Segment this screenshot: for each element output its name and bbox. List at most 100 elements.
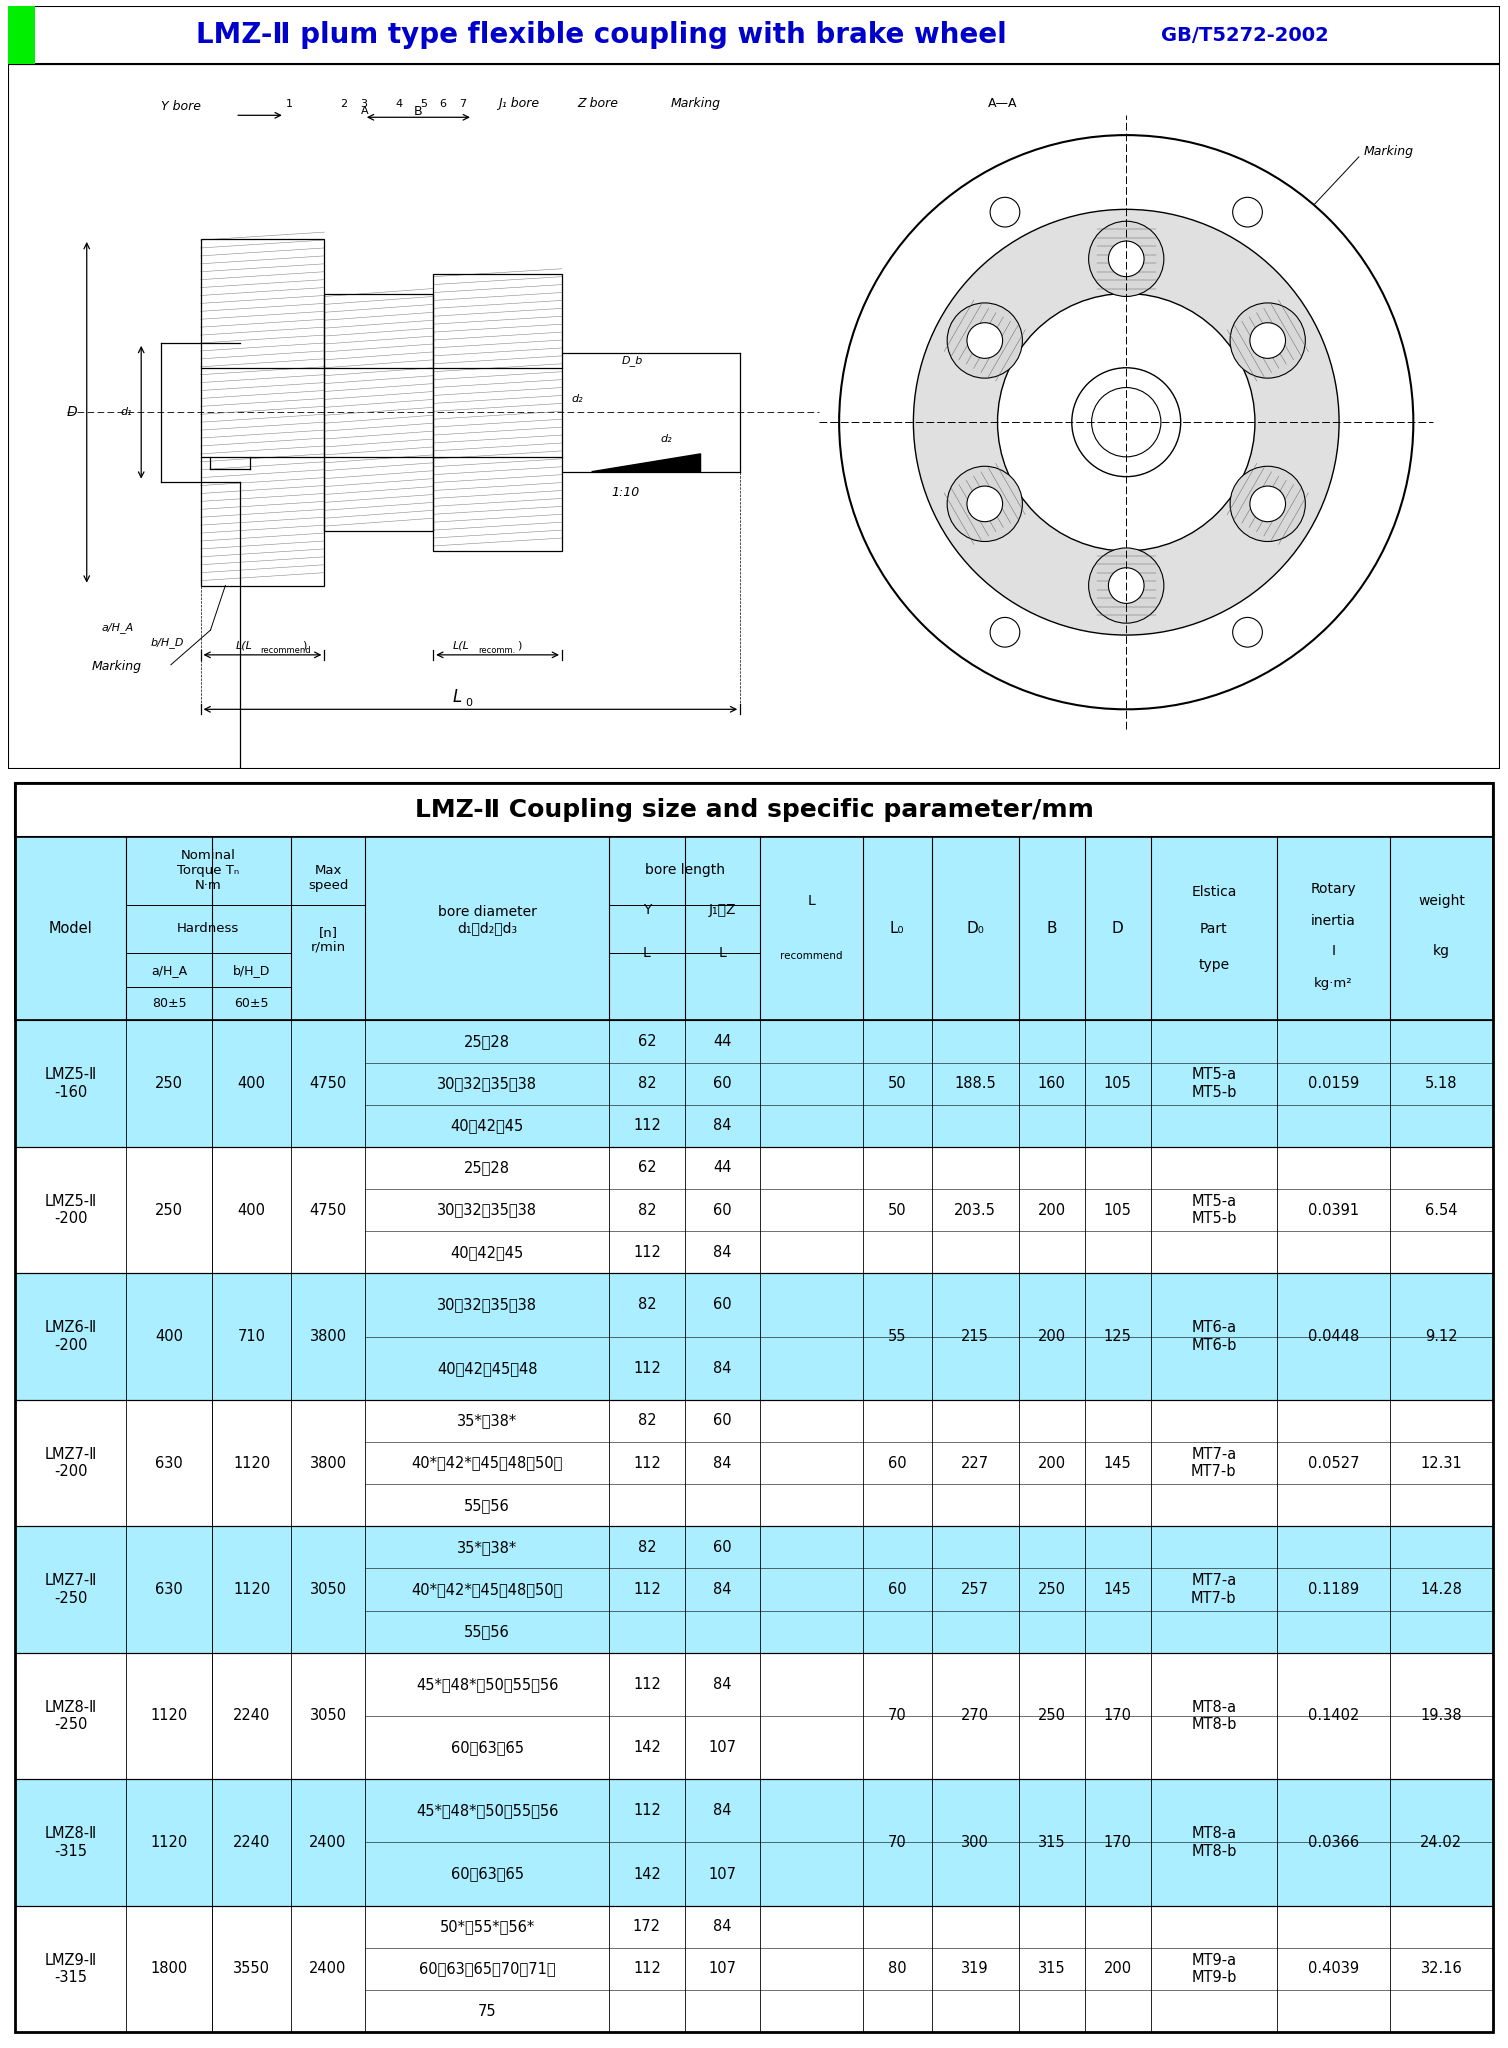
- Text: 0.0391: 0.0391: [1307, 1202, 1359, 1219]
- Text: GB/T5272-2002: GB/T5272-2002: [1161, 27, 1329, 45]
- Text: Part: Part: [1200, 922, 1228, 936]
- Text: d₂: d₂: [572, 395, 584, 403]
- Text: MT5-a
MT5-b: MT5-a MT5-b: [1191, 1067, 1237, 1100]
- Text: ): ): [517, 641, 522, 651]
- Bar: [8, 6, 1500, 63]
- Text: 0: 0: [464, 698, 472, 709]
- Text: Model: Model: [48, 922, 92, 936]
- Text: L(L: L(L: [235, 641, 252, 651]
- Text: 160: 160: [1038, 1075, 1066, 1092]
- Text: 1: 1: [287, 100, 293, 109]
- Text: 35*、38*: 35*、38*: [457, 1540, 517, 1554]
- Text: 105: 105: [1104, 1075, 1131, 1092]
- Text: Nominal
Torque Tₙ
N·m: Nominal Torque Tₙ N·m: [178, 848, 240, 891]
- Circle shape: [947, 467, 1022, 541]
- Text: MT9-a
MT9-b: MT9-a MT9-b: [1191, 1952, 1237, 1985]
- Bar: [15, 1274, 1493, 1399]
- Text: 55: 55: [888, 1329, 906, 1343]
- Polygon shape: [591, 455, 701, 471]
- Text: 80: 80: [888, 1962, 906, 1976]
- Text: 0.0366: 0.0366: [1307, 1835, 1359, 1849]
- Text: 4750: 4750: [309, 1202, 347, 1219]
- Text: 112: 112: [633, 1245, 661, 1260]
- Text: 25、28: 25、28: [464, 1034, 510, 1049]
- Text: D: D: [66, 406, 77, 420]
- Text: 12.31: 12.31: [1421, 1456, 1463, 1470]
- Text: 0.1189: 0.1189: [1307, 1581, 1359, 1597]
- Text: 82: 82: [638, 1075, 656, 1092]
- Text: 30、32、35、38: 30、32、35、38: [437, 1202, 537, 1219]
- Text: 315: 315: [1038, 1835, 1066, 1849]
- Text: Z bore: Z bore: [576, 98, 618, 111]
- Text: 1120: 1120: [151, 1835, 187, 1849]
- Text: 70: 70: [888, 1708, 906, 1724]
- Text: 5: 5: [419, 100, 427, 109]
- Bar: [15, 1020, 1493, 1147]
- Text: 319: 319: [962, 1962, 989, 1976]
- Bar: [8, 6, 35, 63]
- Text: 112: 112: [633, 1804, 661, 1819]
- Text: 84: 84: [713, 1677, 731, 1692]
- Text: 1120: 1120: [234, 1581, 270, 1597]
- Text: 227: 227: [961, 1456, 989, 1470]
- Text: 84: 84: [713, 1245, 731, 1260]
- Text: 60、63、65: 60、63、65: [451, 1866, 523, 1882]
- Text: MT5-a
MT5-b: MT5-a MT5-b: [1191, 1194, 1237, 1227]
- Bar: [15, 1020, 1493, 1147]
- Text: 45*、48*、50、55、56: 45*、48*、50、55、56: [416, 1677, 558, 1692]
- Text: A: A: [360, 106, 368, 117]
- Text: 60: 60: [888, 1456, 906, 1470]
- Text: 40、42、45: 40、42、45: [451, 1118, 523, 1133]
- Text: 0.0159: 0.0159: [1307, 1075, 1359, 1092]
- Text: 170: 170: [1104, 1708, 1133, 1724]
- Text: 257: 257: [961, 1581, 989, 1597]
- Text: type: type: [1199, 958, 1229, 973]
- Text: bore length: bore length: [645, 862, 725, 877]
- Text: 70: 70: [888, 1835, 906, 1849]
- Text: 45*、48*、50、55、56: 45*、48*、50、55、56: [416, 1804, 558, 1819]
- Text: 200: 200: [1038, 1202, 1066, 1219]
- Text: weight: weight: [1418, 895, 1464, 909]
- Circle shape: [967, 485, 1003, 522]
- Text: recomm.: recomm.: [478, 645, 516, 655]
- Text: 0.0527: 0.0527: [1307, 1456, 1359, 1470]
- Text: B: B: [1047, 922, 1057, 936]
- Text: B: B: [415, 104, 422, 119]
- Text: LMZ-Ⅱ Coupling size and specific parameter/mm: LMZ-Ⅱ Coupling size and specific paramet…: [415, 799, 1093, 821]
- Text: L: L: [452, 688, 463, 707]
- Text: 4750: 4750: [309, 1075, 347, 1092]
- Text: 250: 250: [155, 1202, 182, 1219]
- Text: 0.1402: 0.1402: [1307, 1708, 1359, 1724]
- Text: 400: 400: [238, 1075, 265, 1092]
- Text: 200: 200: [1038, 1456, 1066, 1470]
- Text: 55、56: 55、56: [464, 1624, 510, 1638]
- Text: 203.5: 203.5: [955, 1202, 997, 1219]
- Text: 200: 200: [1038, 1329, 1066, 1343]
- Text: 75: 75: [478, 2003, 496, 2019]
- Text: inertia: inertia: [1310, 915, 1356, 928]
- Text: b/H_D: b/H_D: [232, 965, 270, 977]
- Bar: [324, 293, 433, 530]
- Circle shape: [1089, 221, 1164, 297]
- Text: 315: 315: [1038, 1962, 1066, 1976]
- Text: 84: 84: [713, 1360, 731, 1376]
- Circle shape: [1092, 387, 1161, 457]
- Text: 1120: 1120: [151, 1708, 187, 1724]
- Text: J₁ bore: J₁ bore: [498, 98, 538, 111]
- Circle shape: [1232, 197, 1262, 227]
- Text: 2: 2: [341, 100, 348, 109]
- Text: 82: 82: [638, 1298, 656, 1313]
- Text: kg·m²: kg·m²: [1313, 977, 1353, 991]
- Text: 35*、38*: 35*、38*: [457, 1413, 517, 1427]
- Text: 24.02: 24.02: [1421, 1835, 1463, 1849]
- Text: 112: 112: [633, 1360, 661, 1376]
- Circle shape: [1232, 616, 1262, 647]
- Text: LMZ7-Ⅱ
-250: LMZ7-Ⅱ -250: [44, 1573, 97, 1606]
- Text: 172: 172: [633, 1919, 661, 1933]
- Text: 400: 400: [238, 1202, 265, 1219]
- Text: 7: 7: [460, 100, 466, 109]
- Text: 107: 107: [709, 1866, 736, 1882]
- Text: 3800: 3800: [309, 1329, 347, 1343]
- Circle shape: [1231, 303, 1306, 379]
- Text: 2240: 2240: [232, 1708, 270, 1724]
